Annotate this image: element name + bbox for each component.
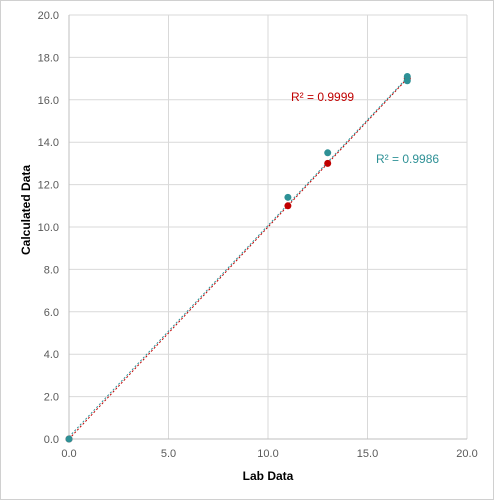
y-tick-label: 4.0 — [44, 349, 59, 361]
x-tick-label: 5.0 — [161, 448, 176, 460]
x-tick-label: 0.0 — [61, 448, 76, 460]
tick-labels: 0.0 2.0 4.0 6.0 8.0 10.0 12.0 14.0 16.0 18.0 20.0 0… — [38, 10, 478, 460]
y-tick-label: 20.0 — [38, 10, 59, 22]
data-point-series-1 — [324, 159, 332, 167]
x-tick-label: 10.0 — [257, 448, 278, 460]
y-tick-label: 10.0 — [38, 222, 59, 234]
y-tick-label: 8.0 — [44, 264, 59, 276]
y-tick-label: 18.0 — [38, 52, 59, 64]
trendline-1 — [68, 78, 408, 440]
r-squared-label-1: R² = 0.9999 — [291, 90, 354, 104]
y-tick-label: 0.0 — [44, 434, 59, 446]
data-point-series-2 — [403, 77, 411, 85]
data-point-series-1 — [284, 202, 292, 210]
y-tick-label: 16.0 — [38, 95, 59, 107]
annotations: R² = 0.9999 R² = 0.9986 — [291, 90, 439, 166]
x-axis-title: Lab Data — [243, 469, 294, 483]
data-points — [65, 72, 411, 443]
y-tick-label: 14.0 — [38, 137, 59, 149]
x-tick-label: 15.0 — [357, 448, 378, 460]
y-tick-label: 6.0 — [44, 307, 59, 319]
trendlines — [68, 77, 408, 440]
gridlines — [69, 14, 468, 439]
data-point-series-2 — [284, 193, 292, 201]
trendline-2 — [68, 77, 408, 438]
y-tick-label: 2.0 — [44, 392, 59, 404]
data-point-series-2 — [65, 435, 73, 443]
data-point-series-2 — [324, 149, 332, 157]
y-tick-label: 12.0 — [38, 180, 59, 192]
y-axis-title: Calculated Data — [19, 165, 33, 255]
axes — [68, 15, 467, 440]
x-tick-label: 20.0 — [456, 448, 477, 460]
r-squared-label-2: R² = 0.9986 — [376, 152, 439, 166]
